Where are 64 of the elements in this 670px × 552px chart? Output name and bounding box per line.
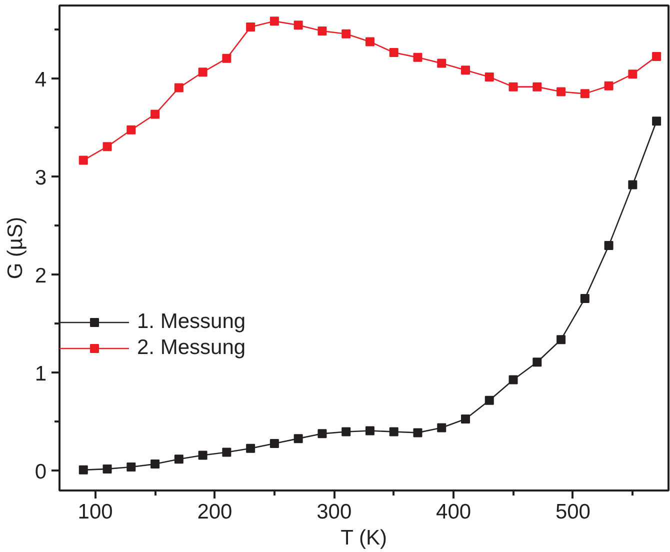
point — [198, 450, 208, 460]
legend-label: 2. Messung — [137, 336, 246, 360]
y-tick-label: 1 — [34, 362, 47, 386]
point — [150, 460, 160, 469]
point — [342, 427, 351, 436]
point — [342, 29, 351, 38]
point — [365, 37, 374, 46]
point — [222, 54, 232, 63]
point — [580, 89, 590, 98]
x-tick-label: 200 — [197, 500, 232, 524]
point — [580, 294, 590, 303]
x-tick-label: 400 — [436, 500, 472, 524]
point — [246, 444, 256, 453]
y-axis-title: G (µS) — [4, 216, 27, 280]
point — [126, 125, 136, 134]
point — [484, 396, 494, 405]
point — [437, 58, 446, 68]
point — [222, 448, 232, 457]
point — [556, 335, 566, 344]
point — [461, 414, 470, 424]
point — [126, 462, 136, 472]
point — [78, 156, 88, 165]
point — [508, 375, 518, 384]
point — [389, 427, 398, 436]
point — [413, 52, 422, 62]
point — [150, 110, 160, 119]
point — [508, 82, 518, 92]
legend-label: 1. Messung — [137, 310, 246, 334]
y-tick-label: 2 — [34, 264, 47, 288]
point — [270, 16, 279, 26]
point — [198, 68, 208, 77]
point — [413, 428, 422, 438]
point — [270, 438, 279, 448]
point — [174, 83, 184, 92]
x-tick-label: 500 — [555, 500, 590, 524]
point — [628, 180, 638, 190]
point — [294, 434, 303, 444]
x-tick-label: 100 — [78, 500, 113, 524]
point — [532, 358, 542, 367]
point — [246, 22, 256, 32]
x-tick-label: 300 — [316, 500, 352, 524]
point — [78, 465, 88, 474]
x-axis-title: T (K) — [340, 526, 387, 550]
y-tick-label: 3 — [34, 166, 47, 190]
point — [628, 70, 638, 79]
point — [556, 87, 566, 96]
y-tick-label: 4 — [34, 68, 47, 92]
point — [365, 426, 374, 436]
point — [318, 26, 327, 36]
point — [532, 82, 542, 92]
y-tick-label: 0 — [34, 460, 47, 484]
point — [389, 48, 398, 58]
point — [461, 66, 470, 75]
point — [318, 429, 327, 438]
point — [652, 116, 662, 126]
point — [102, 464, 112, 474]
point — [604, 81, 614, 90]
point — [604, 241, 614, 250]
point — [652, 52, 662, 61]
point — [174, 454, 184, 464]
point — [437, 423, 446, 432]
point — [294, 20, 303, 30]
point — [484, 72, 494, 82]
point — [102, 142, 112, 152]
